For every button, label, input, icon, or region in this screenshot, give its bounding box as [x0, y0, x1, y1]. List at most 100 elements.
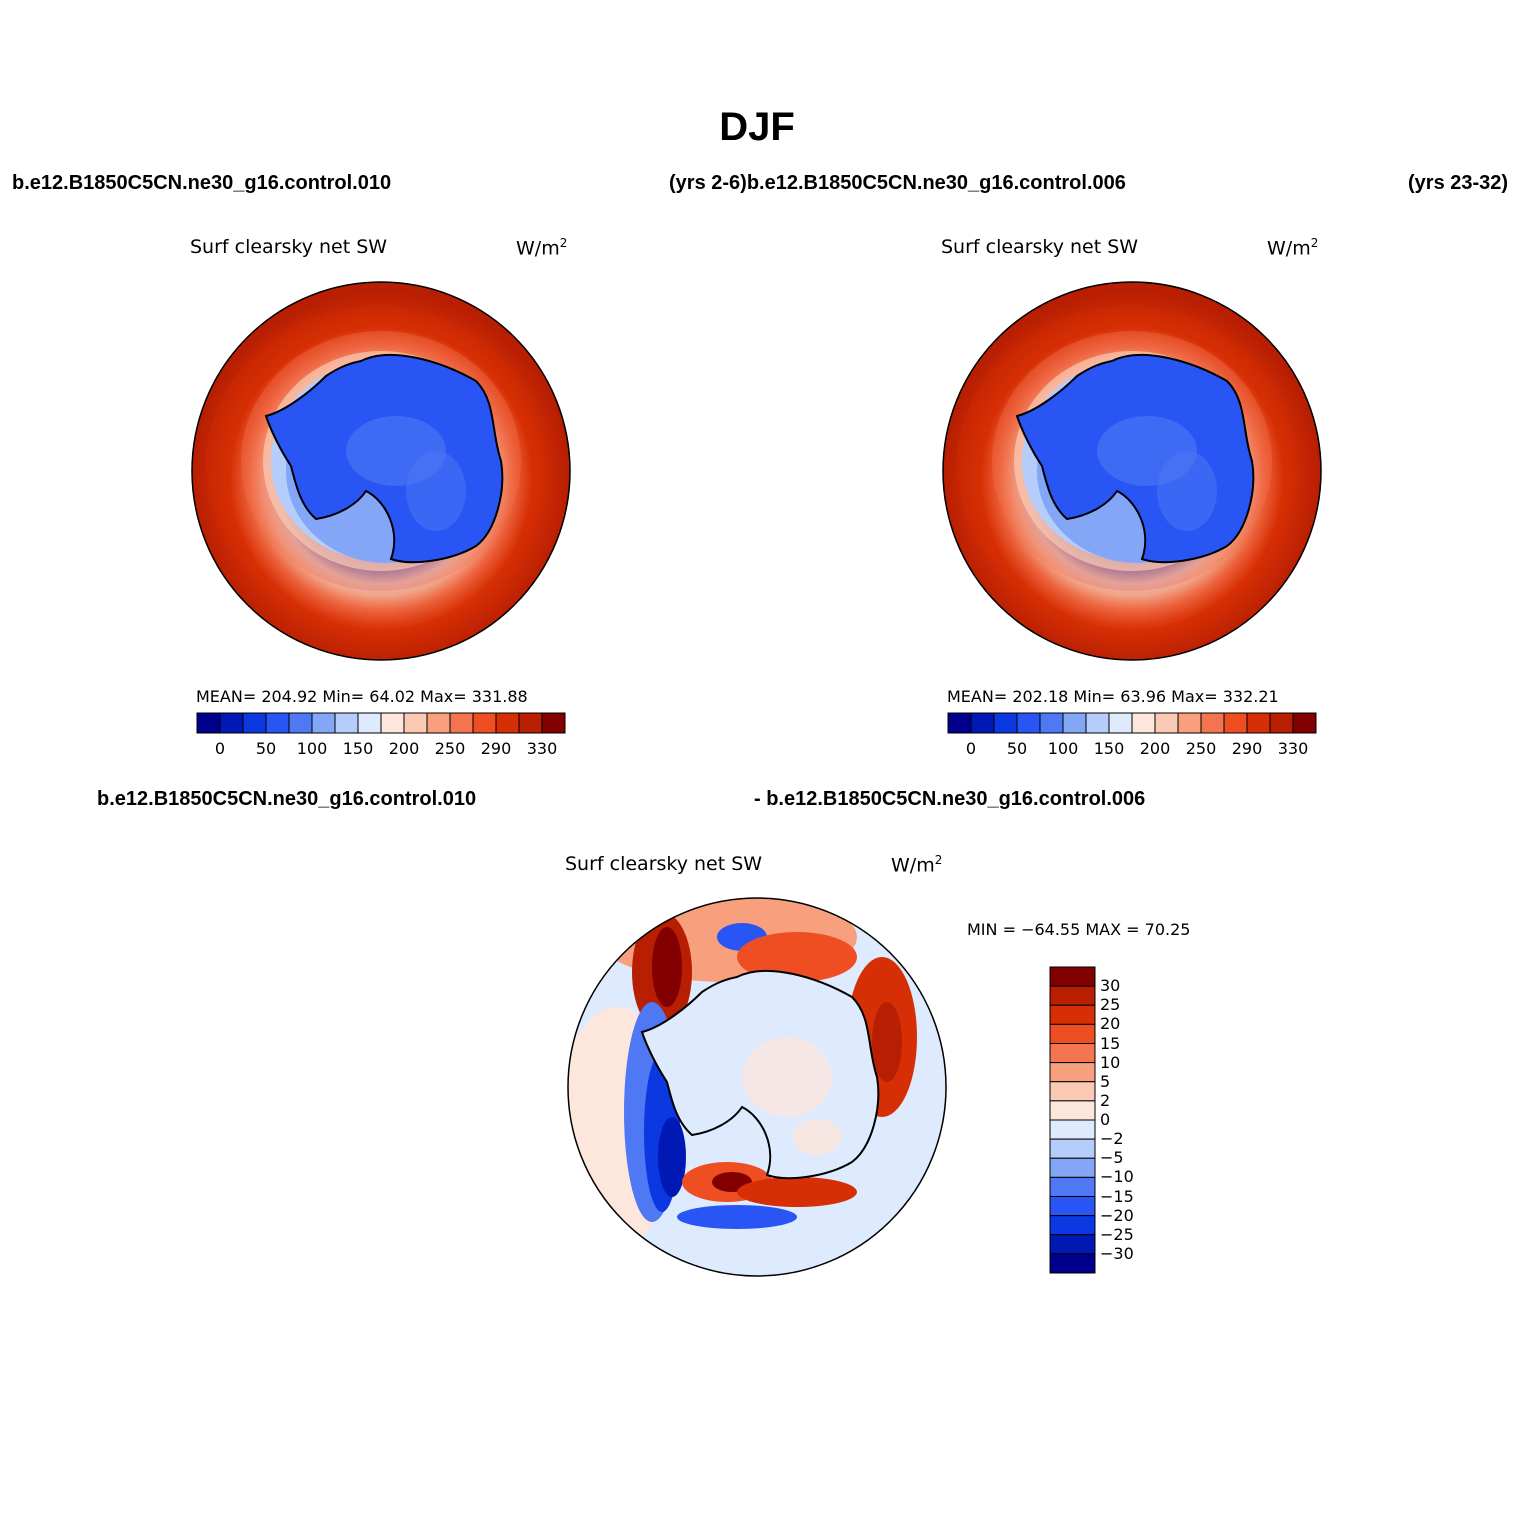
colorbar-swatch [1292, 712, 1317, 734]
diff-units: W/m2 [891, 853, 943, 877]
colorbar-tick-label: −5 [1100, 1148, 1124, 1168]
colorbar-tick-label: 200 [1139, 739, 1171, 758]
colorbar-swatch [1177, 712, 1202, 734]
right-polar-map [942, 281, 1322, 661]
left-variable-title: Surf clearsky net SW [190, 236, 388, 258]
colorbar-swatch [1131, 712, 1156, 734]
colorbar-swatch [1049, 1234, 1096, 1255]
case-name-left: b.e12.B1850C5CN.ne30_g16.control.010 [12, 172, 392, 194]
colorbar-swatch [1049, 1196, 1096, 1217]
colorbar-swatch [495, 712, 520, 734]
colorbar-tick-label: 0 [214, 739, 226, 758]
diff-case-b: - b.e12.B1850C5CN.ne30_g16.control.006 [754, 788, 1146, 810]
diff-stats: MIN = −64.55 MAX = 70.25 [967, 920, 1191, 939]
colorbar-swatch [1016, 712, 1041, 734]
colorbar-tick-label: 250 [1185, 739, 1217, 758]
colorbar-swatch [334, 712, 359, 734]
colorbar-swatch [1200, 712, 1225, 734]
colorbar-tick-label: −10 [1100, 1167, 1134, 1187]
colorbar-swatch [472, 712, 497, 734]
colorbar-swatch [518, 712, 543, 734]
colorbar-swatch [288, 712, 313, 734]
colorbar-tick-label: 2 [1100, 1090, 1111, 1110]
colorbar-tick-label: −25 [1100, 1224, 1134, 1244]
colorbar-tick-label: 200 [388, 739, 420, 758]
left-units: W/m2 [516, 236, 568, 260]
colorbar-swatch [947, 712, 972, 734]
colorbar-swatch [403, 712, 428, 734]
colorbar-tick-label: 290 [1231, 739, 1263, 758]
colorbar-tick-label: 5 [1100, 1071, 1111, 1091]
colorbar-swatch [1049, 985, 1096, 1006]
colorbar-swatch [1049, 1081, 1096, 1102]
colorbar-tick-label: 20 [1100, 1014, 1121, 1034]
colorbar-swatch [1049, 1004, 1096, 1025]
diff-colorbar [1049, 966, 1096, 1274]
colorbar-swatch [1049, 1100, 1096, 1121]
colorbar-swatch [1039, 712, 1064, 734]
colorbar-swatch [541, 712, 566, 734]
diff-variable-title: Surf clearsky net SW [565, 853, 763, 875]
colorbar-swatch [1269, 712, 1294, 734]
colorbar-swatch [1049, 1138, 1096, 1159]
colorbar-tick-label: 100 [1047, 739, 1079, 758]
colorbar-swatch [1246, 712, 1271, 734]
left-stats: MEAN= 204.92 Min= 64.02 Max= 331.88 [196, 687, 528, 706]
colorbar-swatch [1085, 712, 1110, 734]
colorbar-tick-label: 0 [965, 739, 977, 758]
figure-title: DJF [719, 105, 795, 149]
right-colorbar-labels: 0 50 100 150 200 250 290 330 [948, 739, 1316, 759]
colorbar-swatch [1154, 712, 1179, 734]
colorbar-tick-label: −2 [1100, 1129, 1124, 1149]
colorbar-swatch [265, 712, 290, 734]
colorbar-tick-label: 10 [1100, 1052, 1121, 1072]
colorbar-tick-label: −15 [1100, 1186, 1134, 1206]
colorbar-tick-label: −20 [1100, 1205, 1134, 1225]
right-units: W/m2 [1267, 236, 1319, 260]
colorbar-swatch [1049, 1215, 1096, 1236]
right-variable-title: Surf clearsky net SW [941, 236, 1139, 258]
colorbar-swatch [196, 712, 221, 734]
colorbar-tick-label: 330 [526, 739, 558, 758]
colorbar-swatch [1049, 1062, 1096, 1083]
colorbar-tick-label: 330 [1277, 739, 1309, 758]
colorbar-swatch [1049, 966, 1096, 987]
diff-polar-map [567, 897, 947, 1277]
right-stats: MEAN= 202.18 Min= 63.96 Max= 332.21 [947, 687, 1279, 706]
right-colorbar [947, 712, 1317, 734]
colorbar-swatch [1049, 1023, 1096, 1044]
colorbar-tick-label: 250 [434, 739, 466, 758]
colorbar-tick-label: 50 [255, 739, 277, 758]
colorbar-swatch [242, 712, 267, 734]
colorbar-swatch [1062, 712, 1087, 734]
colorbar-swatch [1049, 1176, 1096, 1197]
colorbar-swatch [449, 712, 474, 734]
diff-case-a: b.e12.B1850C5CN.ne30_g16.control.010 [97, 788, 477, 810]
colorbar-swatch [380, 712, 405, 734]
diff-colorbar-labels: 30 25 20 15 10 5 2 0 −2 −5 −10 −15 −20 −25 −30 [1100, 967, 1160, 1273]
colorbar-tick-label: 25 [1100, 995, 1121, 1015]
case-name-mid: (yrs 2-6)b.e12.B1850C5CN.ne30_g16.contro… [669, 172, 1126, 194]
colorbar-swatch [1223, 712, 1248, 734]
colorbar-swatch [993, 712, 1018, 734]
colorbar-swatch [1049, 1157, 1096, 1178]
colorbar-tick-label: 50 [1006, 739, 1028, 758]
colorbar-swatch [219, 712, 244, 734]
left-polar-map [191, 281, 571, 661]
colorbar-swatch [1049, 1043, 1096, 1064]
left-colorbar [196, 712, 566, 734]
colorbar-tick-label: 100 [296, 739, 328, 758]
colorbar-swatch [357, 712, 382, 734]
colorbar-swatch [1049, 1119, 1096, 1140]
colorbar-swatch [1108, 712, 1133, 734]
colorbar-tick-label: 150 [342, 739, 374, 758]
colorbar-tick-label: −30 [1100, 1243, 1134, 1263]
colorbar-swatch [426, 712, 451, 734]
colorbar-tick-label: 290 [480, 739, 512, 758]
left-colorbar-labels: 0 50 100 150 200 250 290 330 [197, 739, 565, 759]
years-right: (yrs 23-32) [1408, 172, 1509, 194]
colorbar-tick-label: 0 [1100, 1110, 1111, 1129]
colorbar-swatch [970, 712, 995, 734]
colorbar-tick-label: 150 [1093, 739, 1125, 758]
colorbar-tick-label: 30 [1100, 976, 1121, 996]
